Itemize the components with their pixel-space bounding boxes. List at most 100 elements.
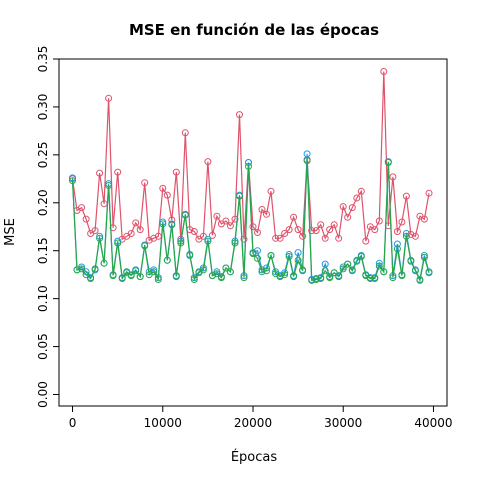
series-1 [69,68,433,245]
data-point [114,239,122,247]
data-point [136,226,144,234]
data-point [145,236,153,244]
data-point [226,268,234,276]
x-tick-label: 10000 [144,416,182,430]
data-point [258,266,266,274]
series-line [71,71,430,242]
data-point [416,276,424,284]
data-point [335,273,343,281]
data-point [172,168,180,176]
data-point [96,169,104,177]
data-point [393,245,401,253]
data-point [213,270,221,278]
data-point [276,234,284,242]
data-point [87,275,95,282]
data-point [380,268,388,276]
data-point [190,274,198,282]
data-point [127,230,135,237]
data-point [150,268,158,276]
data-point [136,273,144,281]
data-point [267,252,275,259]
series-3 [69,157,433,284]
data-point [303,150,311,158]
data-point [285,226,293,234]
data-point [231,239,239,247]
data-point [217,274,225,282]
y-tick-label: 0.20 [36,189,50,216]
data-point [73,266,81,274]
data-point [263,210,270,218]
data-point [299,232,307,240]
data-point [312,227,320,235]
x-tick-label: 40000 [414,416,452,430]
data-point [308,276,316,284]
data-point [420,215,428,223]
data-point [199,266,207,274]
data-point [236,111,243,119]
data-point [357,253,365,260]
data-point [254,254,261,262]
data-point [190,228,198,235]
data-point [172,272,180,280]
data-point [109,224,117,232]
series-line [71,160,430,283]
data-point [290,213,298,221]
data-point [163,256,171,264]
plot-frame [58,58,448,407]
data-point [254,229,261,236]
data-point [344,213,352,221]
data-point [91,265,99,273]
x-tick-label: 20000 [234,416,272,430]
data-point [285,253,293,260]
data-point [267,187,275,195]
data-point [150,234,158,242]
chart-title: MSE en función de las épocas [129,21,379,39]
data-point [181,210,189,218]
data-point [168,216,176,224]
data-point [425,269,433,277]
data-point [82,271,90,279]
data-point [159,220,167,228]
data-point [222,217,230,225]
data-point [411,232,419,240]
y-axis-title: MSE [3,218,18,246]
data-point [321,267,329,275]
data-point [82,215,90,223]
data-point [371,226,379,234]
data-point [389,173,397,181]
data-point [303,157,311,165]
x-tick-label: 30000 [324,416,362,430]
data-point [384,159,392,166]
data-point [353,257,361,265]
data-point [362,237,370,245]
data-point [339,265,347,273]
data-point [330,221,338,229]
data-point [105,94,113,102]
data-point [393,228,401,235]
data-point [317,275,325,282]
data-point [411,267,419,275]
data-point [348,204,356,212]
data-point [375,262,383,270]
data-point [389,274,397,282]
data-point [249,250,257,258]
data-point [100,259,108,267]
data-point [263,267,270,275]
data-point [168,221,176,229]
data-point [312,276,320,283]
data-point [208,272,216,280]
data-point [78,265,86,273]
data-point [393,240,401,248]
data-point [344,260,352,268]
data-point [159,184,167,192]
data-point [425,189,433,197]
data-point [132,267,140,275]
data-point [326,274,334,282]
data-point [357,187,365,195]
data-point [245,162,252,170]
data-point [407,230,415,238]
data-point [281,271,289,279]
data-point [299,267,307,275]
y-tick-label: 0.00 [36,381,50,408]
